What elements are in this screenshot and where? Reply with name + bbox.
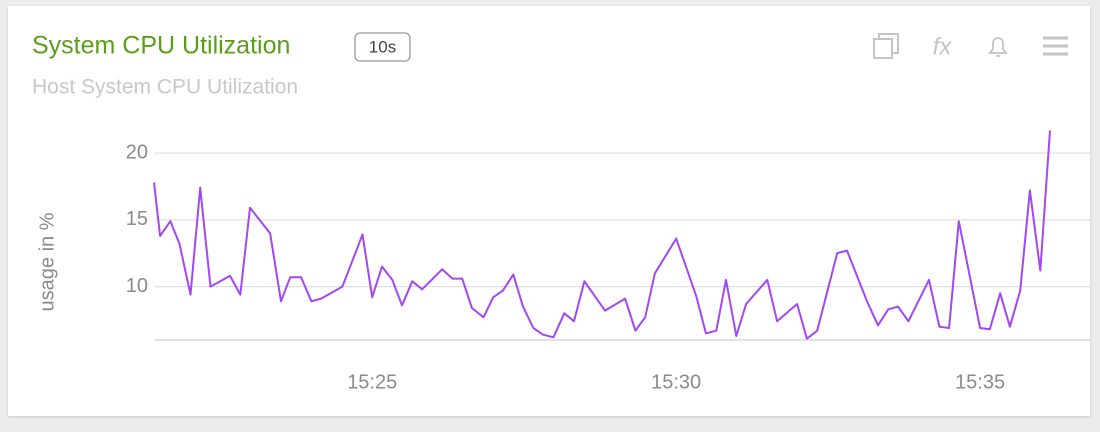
panel-title: System CPU Utilization (32, 32, 290, 60)
x-tick-label: 15:30 (651, 371, 701, 393)
alert-icon[interactable] (988, 37, 1008, 57)
copy-icon[interactable] (873, 33, 899, 59)
y-tick-label: 20 (126, 141, 148, 163)
interval-badge[interactable]: 10s (369, 37, 396, 56)
y-axis-label: usage in % (36, 212, 58, 311)
badge-box (354, 32, 411, 62)
y-tick-label: 15 (126, 208, 148, 230)
x-tick-label: 15:35 (955, 371, 1005, 393)
card (8, 6, 1090, 416)
function-icon[interactable]: fx (933, 33, 953, 60)
data-line (153, 130, 1051, 340)
x-tick-label: 15:25 (347, 371, 397, 393)
panel-subtitle: Host System CPU Utilization (32, 76, 298, 99)
y-tick-label: 10 (126, 275, 148, 297)
menu-icon[interactable] (1043, 36, 1068, 56)
